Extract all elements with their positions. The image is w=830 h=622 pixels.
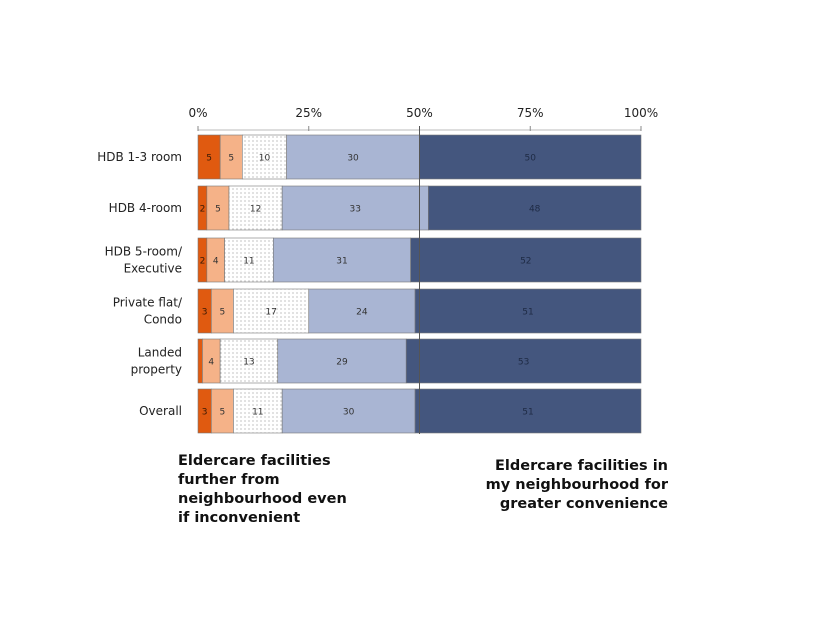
data-label: 5: [228, 154, 234, 164]
bar-segment: [414, 388, 642, 434]
data-label: 17: [265, 308, 276, 318]
right-annotation: Eldercare facilities in my neighbourhood …: [486, 457, 668, 514]
annotation-line: Eldercare facilities in: [495, 458, 668, 474]
data-label: 10: [259, 154, 271, 164]
data-label: 11: [243, 257, 254, 267]
data-label: 33: [350, 205, 361, 215]
bar-segment: [410, 237, 642, 283]
data-label: 48: [529, 205, 541, 215]
data-label: 24: [356, 308, 368, 318]
data-label: 50: [525, 154, 537, 164]
bar-segment: [277, 338, 407, 384]
category-label: Overall: [139, 404, 182, 418]
data-label: 2: [200, 205, 206, 215]
data-label: 5: [219, 308, 225, 318]
data-label: 31: [336, 257, 347, 267]
category-label: Executive: [124, 262, 182, 276]
annotation-line: if inconvenient: [178, 510, 301, 526]
bar-segment: [233, 288, 310, 334]
category-labels: HDB 1-3 room HDB 4-room HDB 5-room/Executi…: [97, 150, 183, 418]
category-label: HDB 1-3 room: [97, 150, 182, 164]
bar-segment: [281, 388, 416, 434]
bar-segment: [228, 185, 283, 231]
bar-segment: [414, 288, 642, 334]
category-label: Private flat/: [113, 296, 183, 310]
bar-segment: [419, 134, 642, 180]
bar-segment: [308, 288, 416, 334]
bar-segment: [281, 185, 429, 231]
data-label: 30: [343, 408, 355, 418]
bar-segment: [428, 185, 642, 231]
data-label: 53: [518, 358, 529, 368]
data-label: 5: [219, 408, 225, 418]
data-label: 2: [200, 257, 206, 267]
x-tick-label: 75%: [517, 106, 544, 120]
bar-segment: [242, 134, 287, 180]
annotation-line: Eldercare facilities: [178, 453, 331, 469]
data-label: 4: [213, 257, 219, 267]
x-tick-label: 100%: [624, 106, 658, 120]
bars: 5 5 10 30 502 5 12 33 482 4 11 31 523 5 17 24 514 13 29 533…: [197, 134, 642, 434]
x-tick-label: 25%: [295, 106, 322, 120]
data-label: 5: [206, 154, 212, 164]
bar-segment: [219, 338, 279, 384]
data-label: 3: [202, 408, 208, 418]
bar-segment: [286, 134, 420, 180]
annotation-line: neighbourhood even: [178, 491, 347, 507]
data-label: 13: [243, 358, 254, 368]
data-label: 5: [215, 205, 221, 215]
x-axis: 0% 25% 50% 75% 100%: [188, 106, 658, 131]
bar-segment: [224, 237, 274, 283]
bar-segment: [273, 237, 411, 283]
annotation-line: my neighbourhood for: [485, 477, 668, 493]
data-label: 30: [347, 154, 359, 164]
bar-segment: [405, 338, 642, 384]
x-tick-label: 0%: [188, 106, 207, 120]
data-label: 3: [202, 308, 208, 318]
category-label: HDB 5-room/: [105, 245, 183, 259]
x-tick-label: 50%: [406, 106, 433, 120]
data-label: 4: [208, 358, 214, 368]
category-label: Landed: [138, 346, 182, 360]
data-label: 51: [522, 308, 533, 318]
data-label: 51: [522, 408, 533, 418]
category-label: HDB 4-room: [109, 201, 182, 215]
data-label: 11: [252, 408, 263, 418]
annotation-line: greater convenience: [499, 496, 668, 512]
category-label: Condo: [144, 313, 182, 327]
bar-segment: [233, 388, 283, 434]
data-label: 52: [520, 257, 531, 267]
category-label: property: [131, 363, 182, 377]
annotation-line: further from: [178, 472, 280, 488]
bar-segment: [197, 338, 203, 384]
data-label: 12: [250, 205, 261, 215]
left-annotation: Eldercare facilities further from neighbou…: [178, 452, 347, 528]
data-label: 29: [336, 358, 348, 368]
